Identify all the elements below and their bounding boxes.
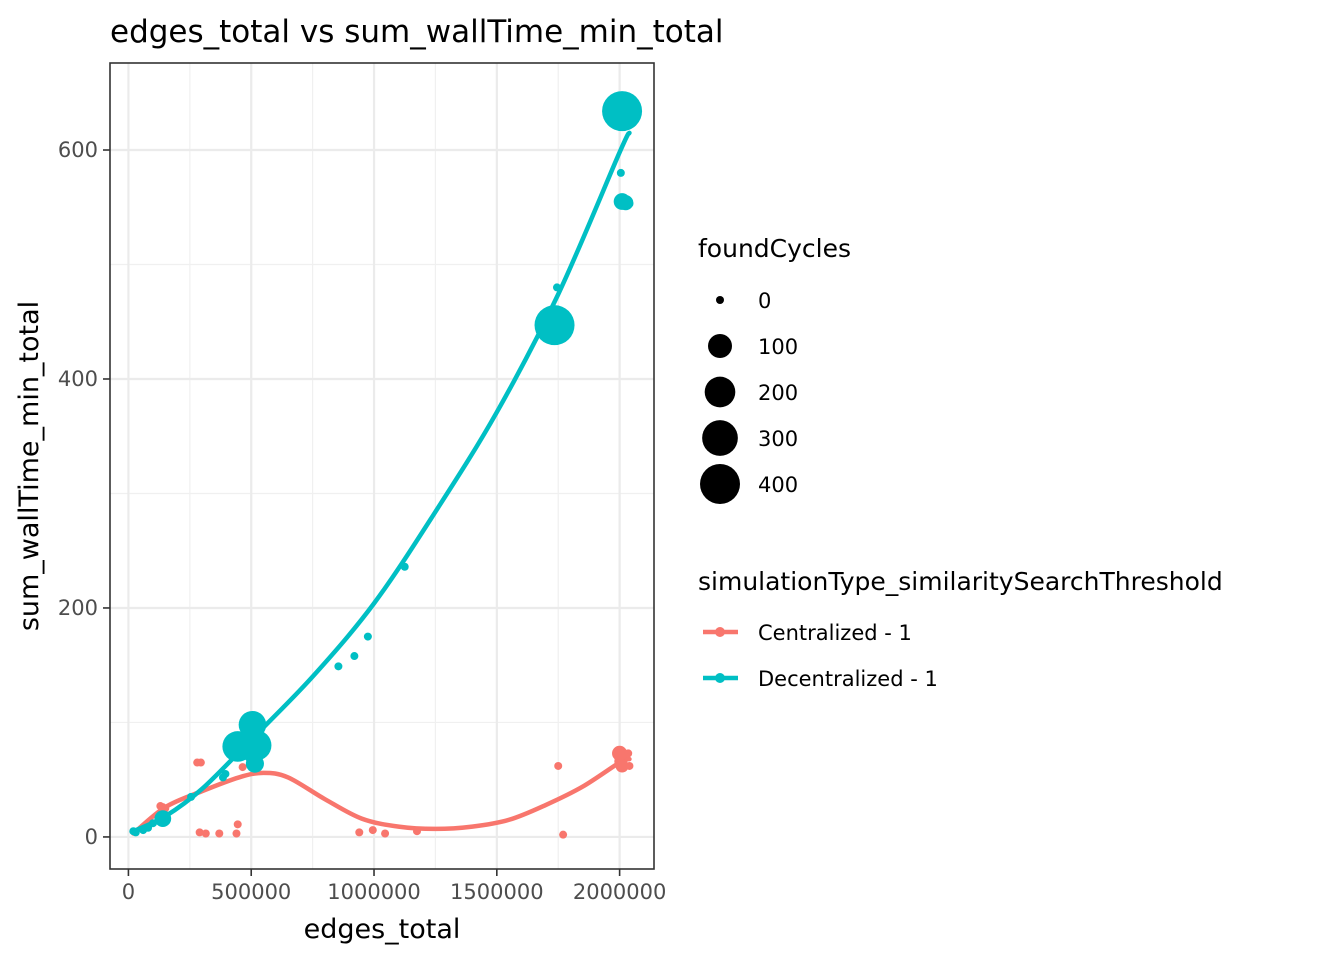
color-legend-label: Centralized - 1 [758, 621, 912, 645]
data-point [232, 829, 241, 838]
size-legend-label: 400 [758, 473, 798, 497]
x-tick-label: 500000 [211, 880, 291, 904]
plot-border [109, 62, 655, 870]
data-point [240, 730, 272, 761]
data-point [552, 283, 561, 292]
data-point [400, 562, 409, 571]
trend-line-centralized [131, 756, 632, 836]
color-legend-items: Centralized - 1 Decentralized - 1 [703, 621, 938, 691]
data-point [363, 632, 372, 641]
data-point [616, 168, 625, 177]
data-point [534, 305, 575, 346]
data-point [201, 829, 210, 838]
x-tick-label: 2000000 [573, 880, 667, 904]
y-tick-label: 0 [85, 825, 98, 849]
data-point [154, 810, 172, 828]
x-axis: 0 500000 1000000 1500000 2000000 [122, 869, 667, 904]
size-legend-key [704, 376, 736, 408]
data-point [602, 91, 643, 132]
size-legend-key [708, 334, 732, 358]
y-tick-label: 200 [58, 596, 98, 620]
data-point [381, 829, 390, 838]
trend-line-decentralized [131, 130, 632, 834]
data-point [613, 193, 631, 210]
data-point [131, 828, 140, 837]
y-axis-label: sum_wallTime_min_total [14, 301, 45, 631]
y-axis: 0 200 400 600 [58, 138, 110, 849]
color-legend-dot [715, 627, 725, 637]
chart-title: edges_total vs sum_wallTime_min_total [110, 14, 724, 50]
size-legend-items: 0 100 200 300 400 [700, 289, 798, 504]
data-point [368, 826, 377, 835]
color-legend-dot [715, 673, 725, 683]
data-point [215, 829, 224, 838]
data-point [221, 769, 230, 778]
x-tick-label: 0 [122, 880, 135, 904]
data-point [334, 662, 343, 671]
y-tick-label: 400 [58, 367, 98, 391]
y-tick-label: 600 [58, 138, 98, 162]
data-point [615, 759, 629, 773]
size-legend-label: 100 [758, 335, 798, 359]
x-tick-label: 1000000 [327, 880, 421, 904]
data-point [612, 745, 628, 761]
color-legend-label: Decentralized - 1 [758, 667, 938, 691]
data-point [559, 830, 568, 839]
data-point [412, 827, 421, 836]
data-point [238, 763, 247, 772]
color-legend: simulationType_similaritySearchThreshold… [698, 567, 1223, 691]
data-points [129, 91, 643, 839]
size-legend-key [700, 464, 740, 504]
x-axis-label: edges_total [304, 914, 461, 945]
data-point [187, 792, 196, 801]
trend-lines [131, 130, 632, 836]
color-legend-title: simulationType_similaritySearchThreshold [698, 567, 1223, 596]
size-legend-title: foundCycles [698, 234, 851, 263]
size-legend-label: 200 [758, 381, 798, 405]
data-point [355, 828, 364, 837]
size-legend-label: 0 [758, 289, 771, 313]
data-point [350, 652, 359, 661]
size-legend-key [716, 296, 724, 304]
size-legend-label: 300 [758, 427, 798, 451]
data-point [554, 761, 563, 770]
size-legend: foundCycles 0 100 200 300 400 [698, 234, 851, 504]
data-point [196, 758, 205, 767]
data-point [195, 828, 204, 837]
data-point [233, 820, 242, 829]
size-legend-key [702, 420, 738, 456]
x-tick-label: 1500000 [450, 880, 544, 904]
plot-panel [110, 63, 654, 869]
